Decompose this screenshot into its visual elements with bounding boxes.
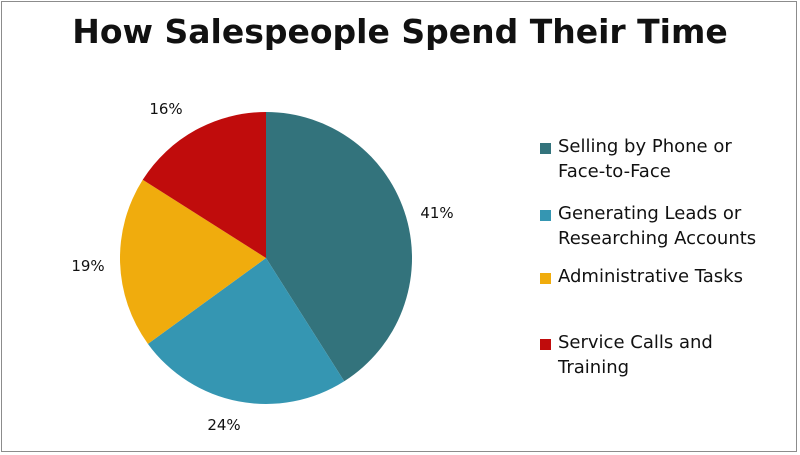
- pie-slice-generating-leads: [147, 258, 345, 404]
- pie-slice-service-calls: [142, 112, 266, 258]
- legend-label-administrative-line-1: Administrative Tasks: [558, 266, 743, 287]
- legend-swatch-administrative: [540, 273, 551, 284]
- chart-title: How Salespeople Spend Their Time: [72, 12, 728, 51]
- legend-label-selling-line-1: Selling by Phone or: [558, 136, 732, 157]
- pie-slice-selling: [266, 112, 413, 382]
- legend-label-administrative: Administrative Tasks: [558, 264, 790, 289]
- legend-label-service-calls-line-2: Training: [558, 357, 630, 378]
- pie-slice-administrative: [120, 179, 266, 344]
- legend-label-selling: Selling by Phone or Face-to-Face: [558, 134, 790, 184]
- legend-label-service-calls-line-1: Service Calls and: [558, 332, 713, 353]
- data-label-generating-leads: 24%: [207, 416, 240, 434]
- legend-swatch-service-calls: [540, 339, 551, 350]
- legend-swatch-selling: [540, 143, 551, 154]
- legend-label-selling-line-2: Face-to-Face: [558, 161, 671, 182]
- legend-label-generating-leads: Generating Leads or Researching Accounts: [558, 201, 790, 251]
- data-label-service-calls: 16%: [149, 100, 182, 118]
- legend-label-generating-leads-line-1: Generating Leads or: [558, 203, 742, 224]
- data-label-selling: 41%: [420, 204, 453, 222]
- legend-label-generating-leads-line-2: Researching Accounts: [558, 228, 757, 249]
- pie-labels: 41% 24% 19% 16%: [71, 100, 453, 434]
- legend-label-service-calls: Service Calls and Training: [558, 330, 790, 380]
- legend-swatch-generating-leads: [540, 210, 551, 221]
- data-label-administrative: 19%: [71, 257, 104, 275]
- pie-slices: [120, 112, 413, 404]
